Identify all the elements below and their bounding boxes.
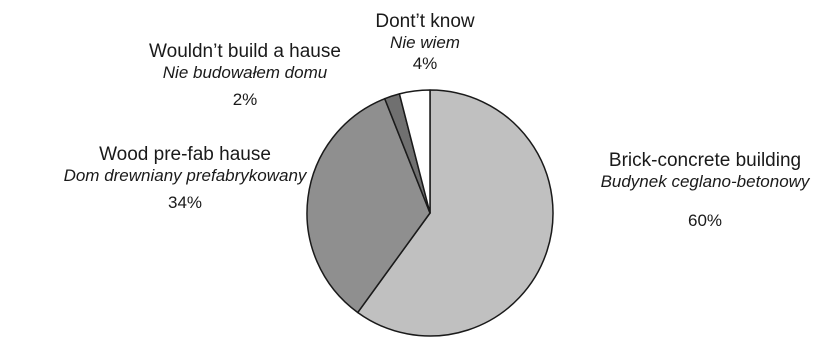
slice-label-en: Brick-concrete building bbox=[608, 150, 802, 171]
slice-label-en: Wouldn’t build a hause bbox=[149, 41, 341, 62]
slice-label-en: Wood pre-fab hause bbox=[99, 144, 271, 165]
pie-slice-wood-prefab bbox=[306, 97, 431, 314]
slice-label-pl: Nie wiem bbox=[390, 32, 460, 52]
pie-slice-brick-concrete bbox=[356, 89, 554, 337]
slice-percent: 4% bbox=[412, 54, 438, 74]
slice-label-pl: Budynek ceglano-betonowy bbox=[600, 171, 810, 191]
slice-percent: 60% bbox=[687, 211, 723, 231]
slice-percent: 2% bbox=[232, 90, 258, 110]
slice-label-brick-concrete: Brick-concrete building Budynek ceglano-… bbox=[570, 150, 830, 231]
slice-label-en: Dont’t know bbox=[375, 11, 475, 32]
slice-label-pl: Dom drewniany prefabrykowany bbox=[63, 165, 307, 185]
slice-label-dont-know: Dont’t know Nie wiem 4% bbox=[345, 11, 505, 74]
slice-label-wouldnt-build: Wouldn’t build a hause Nie budowałem dom… bbox=[115, 41, 375, 110]
pie-slice-dont-know bbox=[398, 89, 431, 214]
slice-percent: 34% bbox=[167, 193, 203, 213]
slice-label-wood-prefab: Wood pre-fab hause Dom drewniany prefabr… bbox=[20, 144, 350, 213]
slice-label-pl: Nie budowałem domu bbox=[162, 62, 328, 82]
